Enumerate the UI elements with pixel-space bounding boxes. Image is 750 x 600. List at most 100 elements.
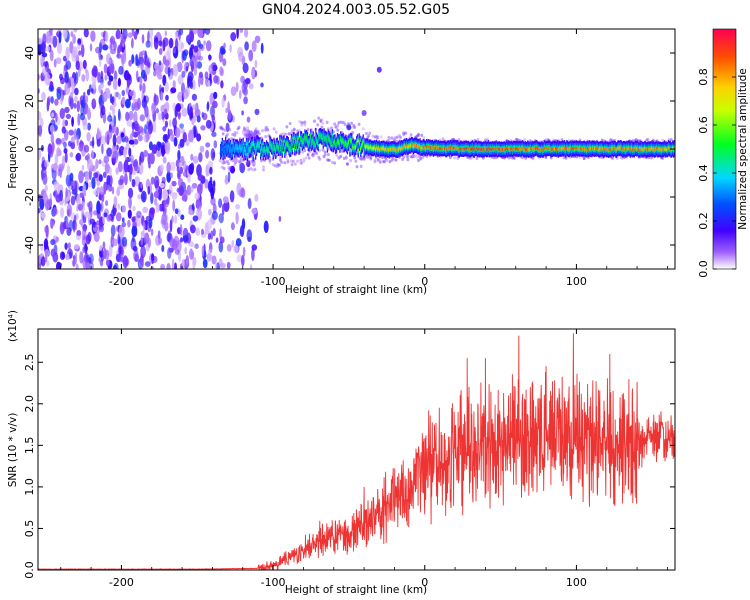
spectrogram-noise-cell	[110, 224, 116, 237]
spectrogram-noise-cell	[91, 136, 95, 149]
spectrogram-noise-cell	[190, 153, 194, 161]
spectrogram-noise-cell	[210, 230, 214, 240]
spectrogram-ridge-cell	[470, 147, 472, 151]
spectrogram-noise-cell	[157, 113, 162, 121]
spectrogram-halo-cell	[363, 157, 366, 161]
spectrogram-ridge-cell	[277, 146, 279, 150]
spectrogram-ridge-cell	[574, 147, 576, 151]
spectrogram-ridge-cell	[407, 145, 409, 149]
spectrogram-noise-cell	[202, 258, 208, 269]
spectrogram-ridge-cell	[377, 147, 379, 151]
spectrogram-ridge-cell	[671, 148, 673, 152]
spectrogram-noise-cell	[40, 167, 47, 178]
spectrogram-noise-cell	[98, 84, 102, 93]
spectrogram-halo-cell	[262, 168, 265, 172]
spectrogram-noise-cell	[218, 258, 223, 267]
spectrogram-noise-cell	[238, 51, 244, 62]
spectrogram-noise-cell	[111, 186, 115, 195]
spectrogram-ridge-cell	[259, 143, 261, 147]
spectrogram-noise-cell	[72, 34, 76, 44]
spectrogram-ridge-cell	[220, 147, 223, 151]
spectrogram-noise-cell	[249, 264, 253, 269]
spectrogram-noise-cell	[155, 108, 159, 114]
spectrogram-ridge-cell	[595, 147, 597, 151]
spectrogram-noise-cell	[118, 65, 124, 75]
spectrogram-ridge-cell	[582, 147, 585, 150]
spectrogram-noise-cell	[96, 202, 101, 215]
spectrogram-halo-cell	[373, 160, 377, 164]
spectrogram-ridge-cell	[486, 147, 489, 151]
spectrogram-noise-cell	[103, 212, 108, 218]
spectrogram-noise-cell	[204, 71, 209, 80]
spectrogram-ridge-cell	[342, 139, 344, 143]
spectrogram-noise-cell	[38, 147, 42, 161]
spectrogram-ridge-cell	[507, 148, 509, 152]
spectrogram-noise-cell	[118, 225, 125, 238]
spectrogram-noise-cell	[96, 127, 100, 140]
spectrogram-ridge-cell	[477, 147, 480, 150]
spectrogram-noise-cell	[115, 167, 119, 175]
spectrogram-ridge-cell	[463, 147, 465, 151]
spectrogram-halo-cell	[475, 156, 479, 161]
spectrogram-ridge-cell	[240, 145, 243, 149]
spectrogram-noise-cell	[88, 253, 94, 265]
spectrogram-ridge-cell	[507, 146, 510, 150]
spectrogram-noise-cell	[43, 238, 49, 250]
spectrogram-noise-cell	[82, 121, 88, 131]
spectrogram-noise-cell	[116, 135, 122, 145]
spectrogram-ridge-cell	[320, 135, 323, 139]
spectrogram-noise-cell	[236, 254, 243, 263]
spectrogram-noise-cell	[66, 164, 71, 176]
colorbar-frame	[712, 28, 737, 270]
spectrogram-ridge-cell	[447, 146, 449, 150]
spectrogram-halo-cell	[342, 156, 346, 160]
spectrogram-noise-cell	[55, 194, 61, 203]
spectrogram-ridge-cell	[539, 148, 541, 152]
spectrogram-ridge-cell	[341, 140, 344, 144]
spectrogram-noise-cell	[254, 194, 259, 202]
spectrogram-noise-cell	[76, 134, 79, 147]
spectrogram-noise-cell	[51, 112, 54, 118]
spectrogram-ridge-cell	[325, 136, 327, 140]
spectrogram-noise-cell	[161, 244, 165, 253]
snr-frame	[37, 328, 676, 571]
y-tick-label: 20	[23, 94, 36, 108]
spectrogram-ridge-cell	[563, 146, 565, 150]
spectrogram-noise-cell	[150, 36, 153, 49]
spectrogram-noise-cell	[144, 261, 151, 267]
spectrogram-noise-cell	[131, 225, 138, 238]
x-tick-label: -100	[261, 275, 286, 288]
spectrogram-ridge-cell	[459, 147, 461, 151]
spectrogram-noise-cell	[169, 219, 173, 233]
spectrogram-ridge-cell	[623, 147, 625, 151]
spectrogram-noise-cell	[169, 161, 176, 172]
spectrogram-ridge-cell	[289, 148, 291, 151]
spectrogram-noise-cell	[205, 119, 212, 129]
spectrogram-ridge-cell	[476, 146, 478, 150]
spectrogram-ridge-cell	[608, 148, 610, 152]
spectrogram-noise-cell	[156, 150, 162, 157]
spectrogram-ridge-cell	[382, 146, 384, 150]
spectrogram-ridge-cell	[661, 148, 663, 152]
spectrogram-noise-cell	[144, 66, 150, 75]
spectrogram-noise-cell	[79, 219, 84, 226]
spectrogram-ridge-cell	[457, 147, 459, 151]
spectrogram-noise-cell	[142, 82, 146, 94]
y-tick-label: 1.0	[23, 478, 36, 496]
spectrogram-noise-cell	[139, 114, 145, 122]
spectrogram-halo-cell	[223, 160, 227, 165]
spectrogram-ridge-cell	[414, 144, 416, 147]
colorbar-gradient	[713, 29, 736, 269]
spectrogram-ridge-cell	[307, 142, 309, 145]
spectrogram-ridge-cell	[649, 147, 651, 151]
spectrogram-halo-cell	[349, 159, 352, 163]
spectrogram-halo-cell	[286, 159, 290, 163]
spectrogram-halo-cell	[272, 127, 276, 131]
spectrogram-ridge-cell	[519, 147, 521, 150]
spectrogram-ridge-cell	[662, 147, 664, 151]
spectrogram-ridge-cell	[521, 146, 523, 150]
spectrogram-noise-cell	[196, 164, 202, 177]
spectrogram-noise-cell	[38, 38, 41, 45]
spectrogram-noise-cell	[162, 189, 169, 201]
spectrogram-noise-cell	[209, 166, 213, 175]
